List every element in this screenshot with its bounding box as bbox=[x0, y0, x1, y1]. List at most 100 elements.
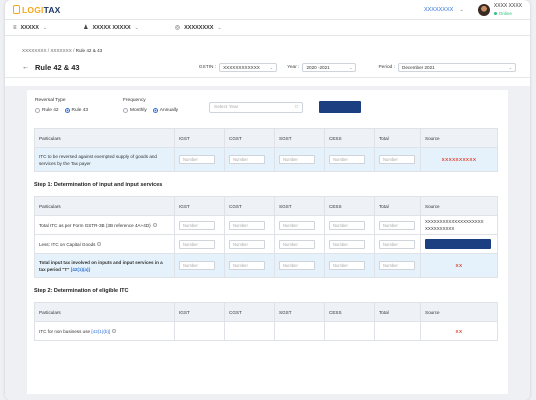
period-label: Period : bbox=[378, 65, 395, 70]
col-igst: IGST bbox=[174, 196, 225, 216]
radio-annually[interactable]: Annually bbox=[152, 108, 178, 113]
select-year-placeholder: Select Year bbox=[214, 105, 239, 110]
table-row: Total ITC as per Form GSTR-3B (3B refere… bbox=[34, 215, 498, 235]
cess-input[interactable]: Number bbox=[329, 220, 365, 230]
igst-cell bbox=[174, 321, 225, 341]
radio-unselected-icon bbox=[35, 108, 40, 113]
frequency-label: Frequency bbox=[123, 98, 146, 103]
cgst-input[interactable]: Number bbox=[229, 155, 265, 164]
col-sgst: SGST bbox=[274, 128, 325, 148]
breadcrumb-item-current: Rule 42 & 43 bbox=[75, 48, 103, 53]
total-input[interactable]: Number bbox=[379, 239, 415, 249]
chevron-down-icon: ⌄ bbox=[459, 6, 464, 13]
breadcrumb-item-1[interactable]: XXXXXXXX bbox=[22, 48, 47, 53]
cess-input[interactable]: Number bbox=[329, 261, 365, 270]
col-total: Total bbox=[374, 128, 421, 148]
radio-monthly[interactable]: Monthly bbox=[123, 108, 147, 113]
cess-input[interactable]: Number bbox=[329, 155, 365, 164]
gstin-label: GSTIN : bbox=[198, 65, 217, 70]
col-source: Source bbox=[420, 196, 498, 216]
select-year-input[interactable]: Select Year □ bbox=[209, 102, 303, 113]
row-particulars: ITC for non business use [42(1)(b)] bbox=[34, 321, 175, 341]
sgst-input[interactable]: Number bbox=[279, 155, 315, 164]
col-particulars: Particulars bbox=[34, 302, 175, 322]
breadcrumb: XXXXXXXX / XXXXXXX / Rule 42 & 43 bbox=[22, 48, 103, 53]
row-source bbox=[420, 234, 498, 254]
sgst-input[interactable]: Number bbox=[279, 261, 315, 270]
year-select-value: 2020 -2021 bbox=[306, 65, 330, 70]
row-source: XX bbox=[420, 253, 498, 278]
user-info: XXXX XXXX Online bbox=[494, 3, 522, 17]
period-select[interactable]: December 2021 ⌄ bbox=[398, 63, 516, 72]
context-select-3-value: XXXXXXXX bbox=[184, 24, 214, 31]
total-input[interactable]: Number bbox=[379, 220, 415, 230]
cess-cell bbox=[324, 321, 375, 341]
step-1-title: Step 1: Determination of input and input… bbox=[34, 182, 163, 188]
info-icon[interactable] bbox=[152, 223, 157, 228]
igst-input[interactable]: Number bbox=[179, 261, 215, 270]
igst-input[interactable]: Number bbox=[179, 239, 215, 249]
total-cell bbox=[374, 321, 421, 341]
submit-button[interactable] bbox=[319, 101, 361, 113]
row-particulars: Total ITC as per Form GSTR-3B (3B refere… bbox=[34, 215, 175, 235]
col-cgst: CGST bbox=[224, 128, 275, 148]
organization-select[interactable]: XXXXXXXX ⌄ bbox=[424, 7, 464, 13]
user-status: Online bbox=[494, 10, 522, 17]
rule-panel: Reversal Type Rule 42 Rule 43 Frequency bbox=[27, 90, 508, 394]
logo: LOGI TAX bbox=[13, 5, 61, 15]
col-total: Total bbox=[374, 196, 421, 216]
year-select[interactable]: 2020 -2021 ⌄ bbox=[302, 63, 357, 72]
calendar-icon[interactable]: □ bbox=[295, 105, 298, 110]
cgst-input[interactable]: Number bbox=[229, 220, 265, 230]
table-row: Less: ITC on Capital Goods Number Number… bbox=[34, 234, 498, 254]
radio-rule-43[interactable]: Rule 43 bbox=[64, 108, 88, 113]
gstin-field: GSTIN : XXXXXXXXXXXX ⌄ bbox=[198, 63, 278, 72]
total-input[interactable]: Number bbox=[379, 155, 415, 164]
radio-selected-icon bbox=[64, 108, 70, 113]
chevron-down-icon: ⌄ bbox=[269, 65, 274, 70]
context-select-3[interactable]: ◎ XXXXXXXX ⌄ bbox=[174, 24, 222, 32]
back-arrow-icon[interactable]: ← bbox=[22, 64, 29, 71]
source-button[interactable] bbox=[425, 239, 491, 249]
globe-icon: ◎ bbox=[174, 25, 181, 31]
user-name: XXXX XXXX bbox=[493, 2, 522, 9]
sgst-input[interactable]: Number bbox=[279, 220, 315, 230]
breadcrumb-item-2[interactable]: XXXXXXX bbox=[50, 48, 72, 53]
table-header-row: Particulars IGST CGST SGST CESS Total So… bbox=[34, 196, 498, 216]
col-total: Total bbox=[374, 302, 421, 322]
rule-reference-link[interactable]: [42(1)(a)] bbox=[70, 266, 91, 272]
col-sgst: SGST bbox=[274, 302, 325, 322]
users-icon: ♟ bbox=[83, 25, 89, 31]
igst-input[interactable]: Number bbox=[179, 155, 215, 164]
cgst-cell bbox=[224, 321, 275, 341]
cgst-input[interactable]: Number bbox=[229, 261, 265, 270]
chevron-down-icon: ⌄ bbox=[217, 24, 222, 31]
total-input[interactable]: Number bbox=[379, 261, 415, 270]
col-source: Source bbox=[420, 128, 498, 148]
info-icon[interactable] bbox=[112, 329, 117, 334]
row-particulars-text: Total ITC as per Form GSTR-3B (3B refere… bbox=[39, 222, 151, 228]
context-select-1[interactable]: ≡ XXXXX ⌄ bbox=[13, 25, 47, 31]
menu-icon[interactable]: ≡ bbox=[13, 24, 17, 31]
logo-mark-icon bbox=[13, 5, 20, 14]
col-igst: IGST bbox=[174, 302, 225, 322]
col-source: Source bbox=[420, 302, 498, 322]
rule-reference-link[interactable]: [42(1)(b)] bbox=[91, 328, 111, 334]
table-header-row: Particulars IGST CGST SGST CESS Total So… bbox=[34, 302, 498, 322]
year-label: Year : bbox=[287, 65, 300, 70]
page-header: ← Rule 42 & 43 GSTIN : XXXXXXXXXXXX ⌄ Ye… bbox=[5, 58, 530, 78]
sgst-input[interactable]: Number bbox=[279, 239, 315, 249]
row-particulars: Less: ITC on Capital Goods bbox=[34, 234, 175, 254]
gstin-select[interactable]: XXXXXXXXXXXX ⌄ bbox=[219, 63, 278, 72]
info-icon[interactable] bbox=[97, 242, 102, 247]
content-area: Reversal Type Rule 42 Rule 43 Frequency bbox=[5, 86, 530, 400]
avatar[interactable] bbox=[477, 3, 490, 16]
context-select-2[interactable]: ♟ XXXXX XXXXX ⌄ bbox=[83, 24, 139, 32]
cgst-input[interactable]: Number bbox=[229, 239, 265, 249]
reversal-type-label: Reversal Type bbox=[35, 98, 66, 103]
igst-input[interactable]: Number bbox=[179, 220, 215, 230]
logo-text-right: TAX bbox=[43, 4, 61, 15]
cess-input[interactable]: Number bbox=[329, 239, 365, 249]
radio-rule-42[interactable]: Rule 42 bbox=[35, 108, 59, 113]
col-particulars: Particulars bbox=[34, 196, 175, 216]
